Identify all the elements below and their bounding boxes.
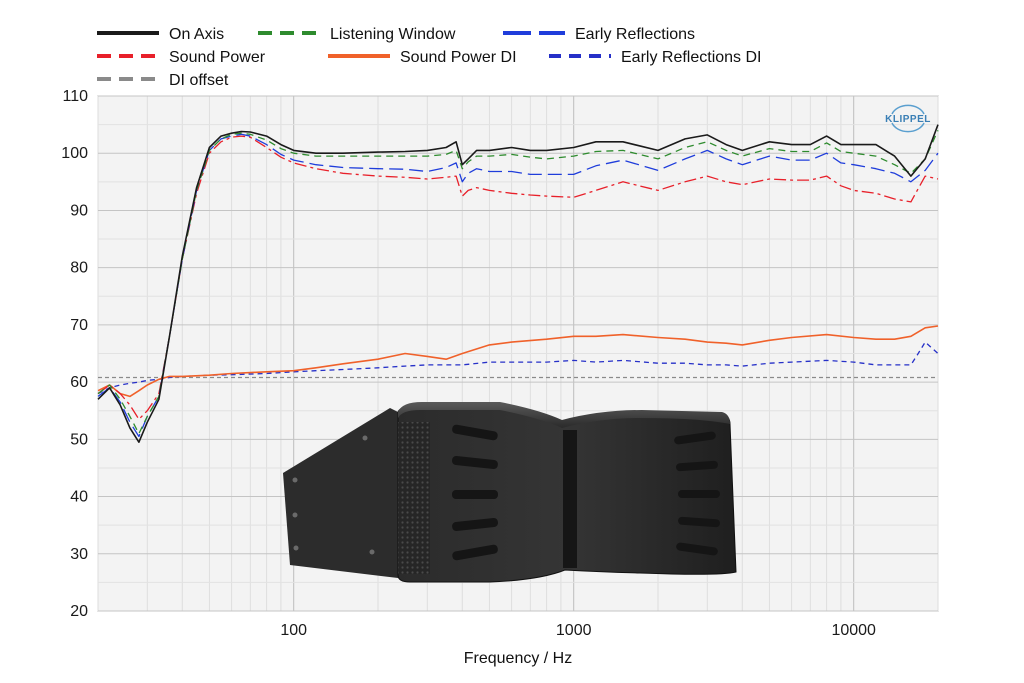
series-line-on-axis	[97, 124, 939, 443]
legend-label: Listening Window	[330, 26, 456, 43]
legend-label: DI offset	[169, 72, 229, 89]
klippel-logo: KLIPPEL	[885, 104, 931, 133]
y-tick-label: 30	[70, 546, 88, 563]
speaker-image	[283, 402, 737, 583]
speaker-grille	[398, 422, 430, 574]
speaker-top	[398, 402, 730, 428]
y-tick-label: 90	[70, 202, 88, 219]
logo-arc-icon	[891, 104, 925, 133]
speaker-side-panel	[283, 408, 398, 578]
y-tick-label: 60	[70, 374, 88, 391]
y-tick-label: 20	[70, 603, 88, 620]
y-tick-label: 50	[70, 431, 88, 448]
x-axis: 100 1000 10000	[280, 622, 876, 639]
legend-label: On Axis	[169, 26, 224, 43]
series-line-sound-power	[97, 135, 939, 420]
x-tick-label: 100	[280, 622, 307, 639]
y-tick-label: 40	[70, 489, 88, 506]
legend-label: Sound Power	[169, 49, 266, 66]
legend-label: Early Reflections	[575, 26, 695, 43]
series-lines	[97, 124, 939, 443]
legend: On Axis Listening Window Early Reflections…	[97, 26, 762, 89]
y-tick-label: 80	[70, 260, 88, 277]
y-tick-label: 110	[62, 88, 88, 105]
speaker-vents	[451, 424, 720, 561]
y-tick-label: 70	[70, 317, 88, 334]
x-tick-label: 10000	[831, 622, 876, 639]
series-line-early-reflections-di	[97, 341, 939, 395]
speaker-slot	[563, 430, 577, 568]
series-line-early-reflections	[97, 133, 939, 438]
speaker-screws	[292, 435, 375, 555]
logo-text: KLIPPEL	[885, 114, 931, 125]
y-tick-label: 100	[61, 145, 88, 162]
legend-label: Early Reflections DI	[621, 49, 762, 66]
x-tick-label: 1000	[556, 622, 592, 639]
series-line-sound-power-di	[97, 325, 939, 398]
y-axis: 20 30 40 50 60 70 80 90 100 110	[61, 88, 88, 620]
legend-label: Sound Power DI	[400, 49, 517, 66]
x-axis-label: Frequency / Hz	[464, 650, 572, 667]
